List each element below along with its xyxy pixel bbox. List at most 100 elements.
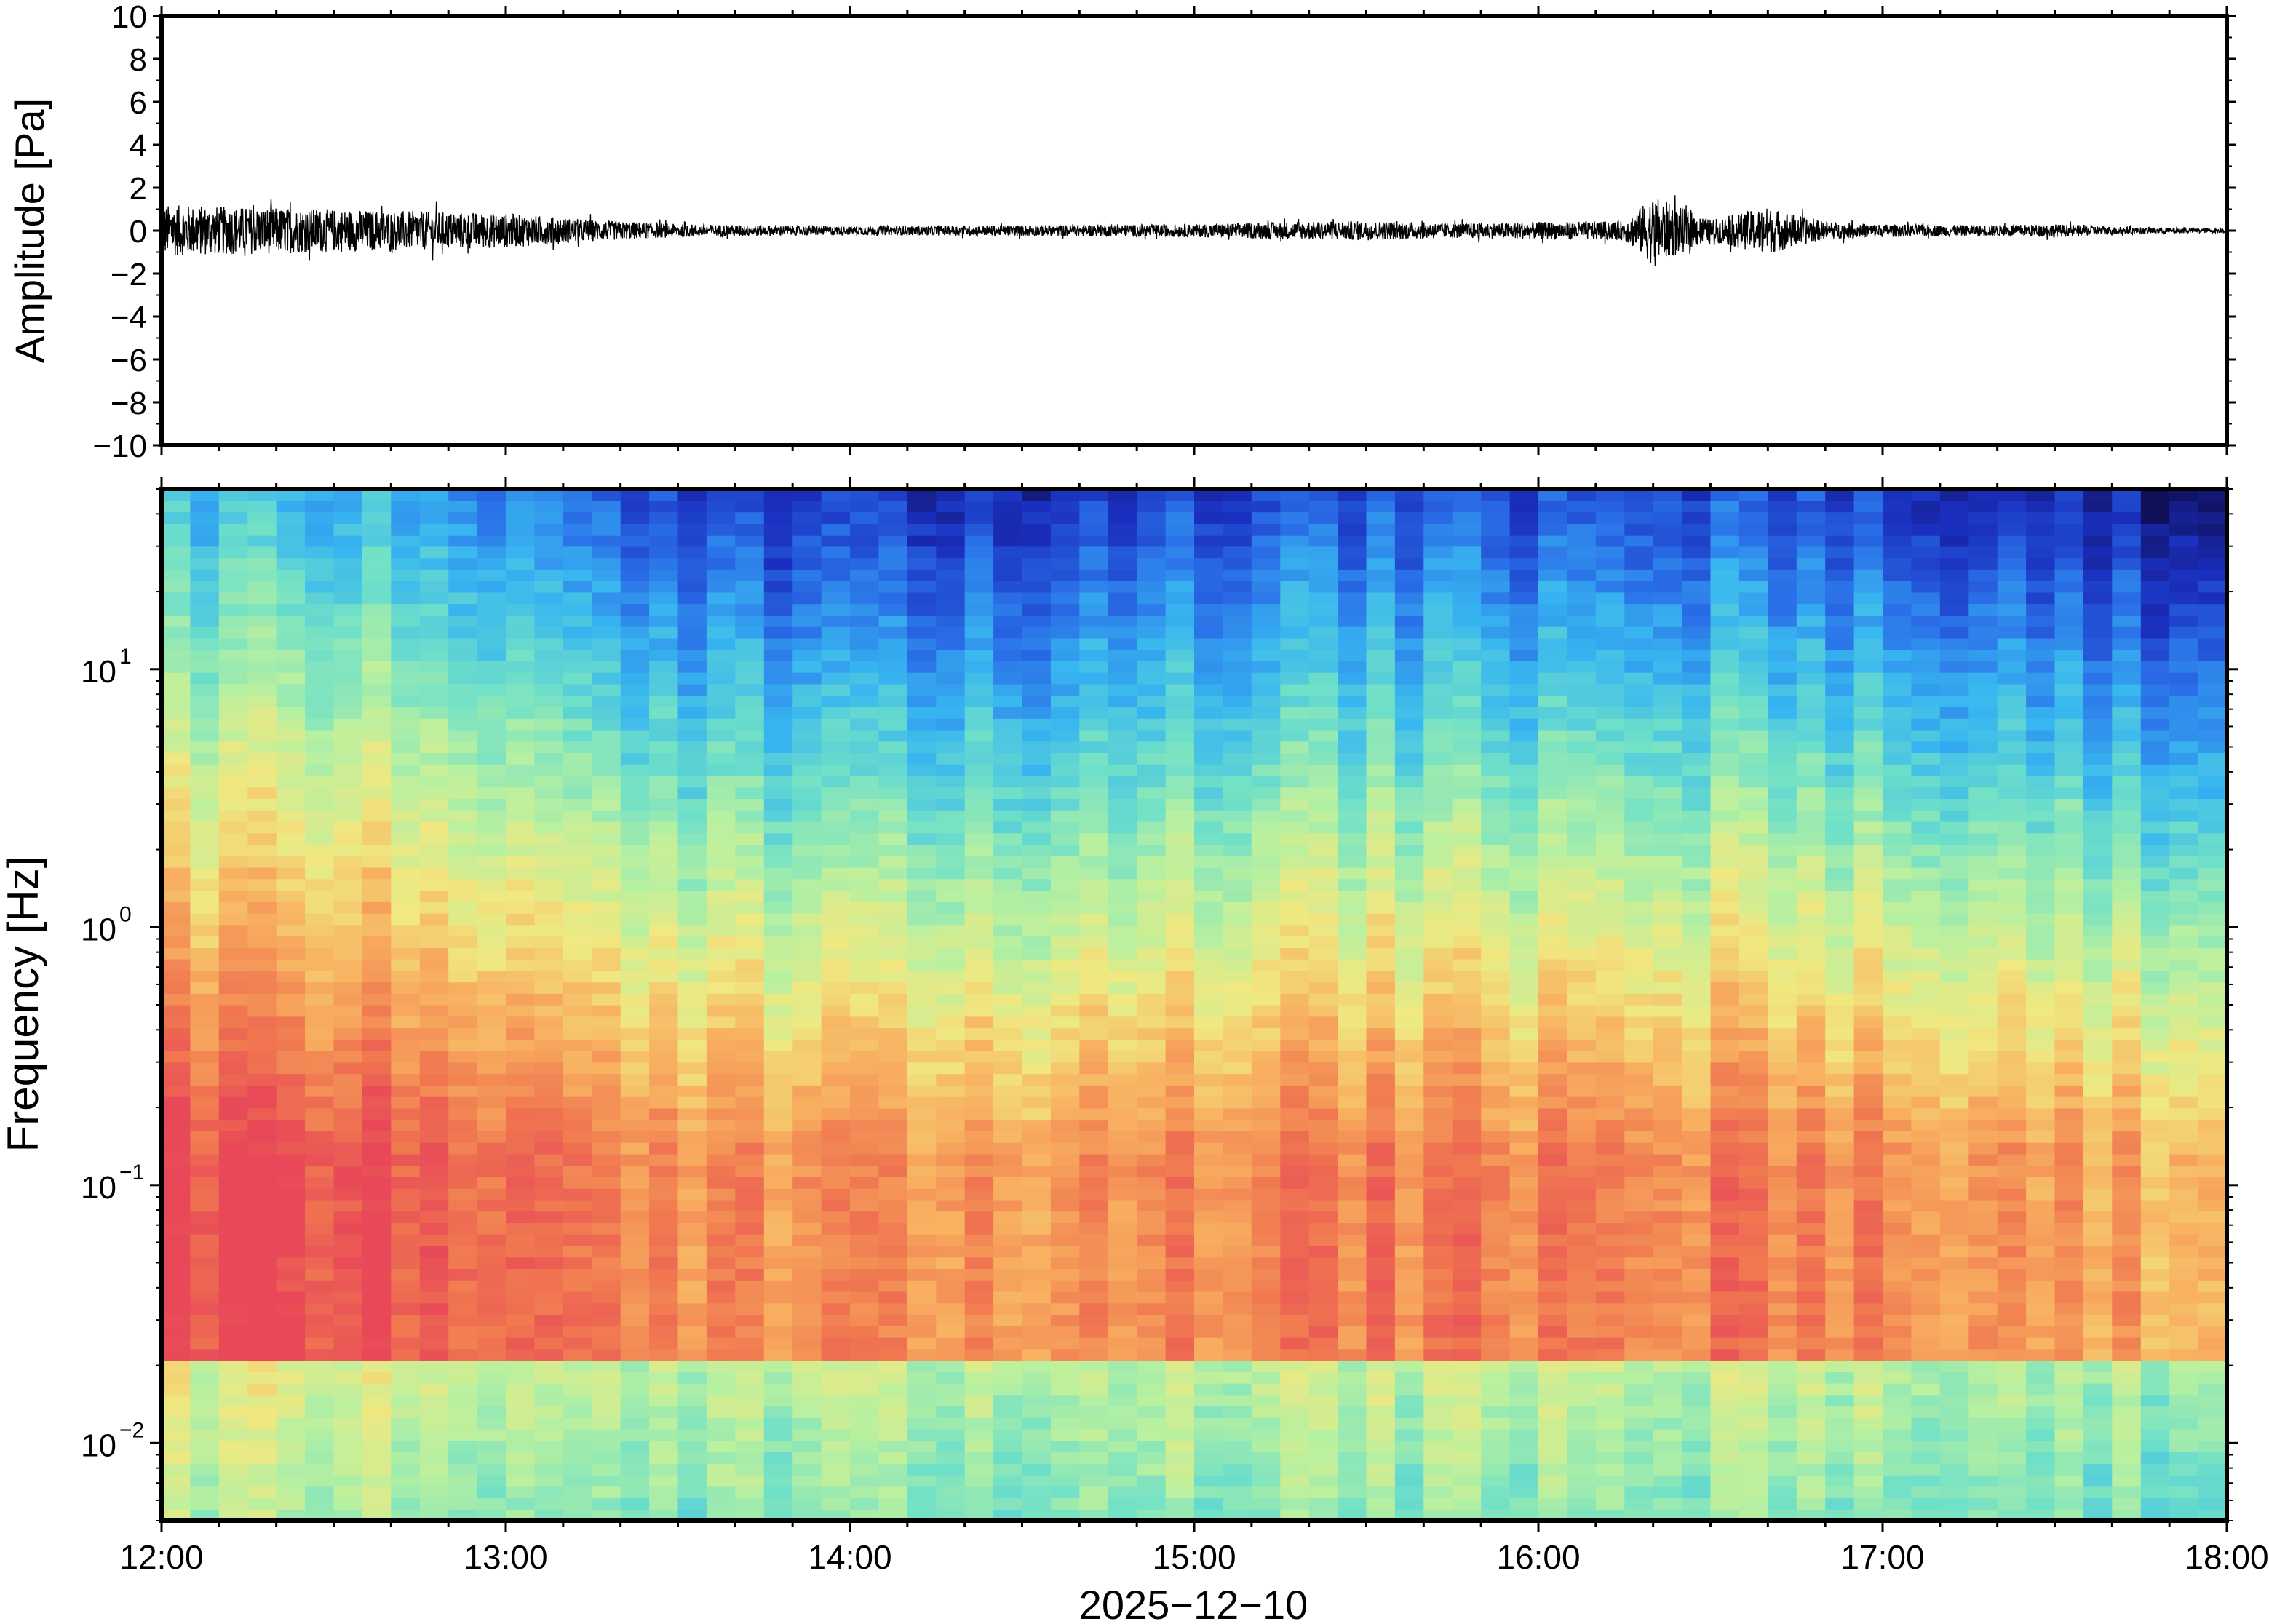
- spectrogram-cell: [247, 1005, 277, 1017]
- spectrogram-cell: [1366, 535, 1396, 547]
- spectrogram-cell: [620, 1027, 650, 1040]
- spectrogram-cell: [592, 1382, 621, 1396]
- spectrogram-cell: [1165, 1222, 1195, 1235]
- spectrogram-cell: [1223, 1177, 1252, 1189]
- spectrogram-cell: [1423, 1314, 1453, 1326]
- spectrogram-cell: [1481, 1073, 1511, 1086]
- spectrogram-cell: [534, 1360, 564, 1372]
- spectrogram-cell: [907, 1372, 937, 1384]
- spectrogram-cell: [677, 1268, 707, 1281]
- spectrogram-cell: [1022, 867, 1052, 880]
- spectrogram-cell: [1423, 1188, 1453, 1201]
- spectrogram-cell: [763, 787, 793, 799]
- spectrogram-cell: [1280, 1463, 1310, 1476]
- spectrogram-cell: [162, 821, 191, 834]
- spectrogram-cell: [649, 1417, 679, 1430]
- spectrogram-cell: [964, 1039, 994, 1051]
- spectrogram-cell: [1653, 1509, 1682, 1521]
- spectrogram-cell: [218, 626, 248, 639]
- spectrogram-cell: [649, 729, 679, 742]
- spectrogram-cell: [1481, 1280, 1511, 1292]
- spectrogram-cell: [190, 1039, 220, 1051]
- spectrogram-cell: [1538, 512, 1567, 524]
- spectrogram-cell: [333, 718, 363, 731]
- spectrogram-cell: [1567, 637, 1597, 650]
- spectrogram-cell: [391, 649, 421, 661]
- spectrogram-cell: [1653, 1199, 1682, 1212]
- spectrogram-cell: [190, 1062, 220, 1075]
- spectrogram-cell: [792, 1245, 822, 1258]
- spectrogram-cell: [1653, 718, 1682, 731]
- spectrogram-cell: [964, 1062, 994, 1075]
- spectrogram-cell: [247, 1051, 277, 1063]
- spectrogram-cell: [1050, 764, 1080, 776]
- spectrogram-cell: [218, 1131, 248, 1143]
- spectrogram-cell: [305, 1314, 335, 1326]
- spectrogram-cell: [218, 787, 248, 799]
- spectrogram-cell: [448, 1165, 478, 1177]
- spectrogram-cell: [821, 1326, 851, 1338]
- spectrogram-cell: [333, 787, 363, 799]
- spectrogram-cell: [1022, 637, 1052, 650]
- spectrogram-cell: [677, 821, 707, 834]
- spectrogram-cell: [305, 1177, 335, 1189]
- spectrogram-cell: [1079, 867, 1109, 880]
- spectrogram-cell: [821, 1016, 851, 1029]
- spectrogram-cell: [305, 512, 335, 524]
- spectrogram-cell: [247, 1406, 277, 1418]
- spectrogram-cell: [1338, 1257, 1367, 1269]
- spectrogram-cell: [592, 1096, 621, 1109]
- spectrogram-cell: [792, 581, 822, 593]
- spectrogram-cell: [1366, 523, 1396, 536]
- spectrogram-cell: [218, 947, 248, 960]
- spectrogram-cell: [162, 1051, 191, 1063]
- spectrogram-cell: [620, 1291, 650, 1304]
- spectrogram-cell: [1137, 546, 1167, 559]
- spectrogram-cell: [276, 1280, 306, 1292]
- spectrogram-cell: [1423, 695, 1453, 707]
- spectrogram-cell: [448, 1142, 478, 1155]
- spectrogram-cell: [735, 1463, 765, 1476]
- spectrogram-cell: [792, 1417, 822, 1430]
- spectrogram-cell: [1251, 500, 1281, 513]
- spectrogram-cell: [506, 1406, 535, 1418]
- spectrogram-cell: [850, 615, 879, 627]
- spectrogram-cell: [190, 1119, 220, 1131]
- spectrogram-cell: [1366, 1142, 1396, 1155]
- spectrogram-cell: [1452, 775, 1482, 788]
- spectrogram-cell: [1338, 856, 1367, 868]
- spectrogram-cell: [821, 1153, 851, 1166]
- spectrogram-cell: [1050, 844, 1080, 856]
- spectrogram-cell: [1308, 993, 1338, 1006]
- spectrogram-cell: [677, 512, 707, 524]
- spectrogram-cell: [1338, 1452, 1367, 1464]
- spectrogram-cell: [1223, 775, 1252, 788]
- spectrogram-cell: [218, 1314, 248, 1326]
- spectrogram-cell: [649, 1153, 679, 1166]
- spectrogram-cell: [706, 649, 736, 661]
- spectrogram-cell: [1022, 993, 1052, 1006]
- spectrogram-cell: [1022, 1417, 1052, 1430]
- spectrogram-cell: [1165, 592, 1195, 605]
- spectrogram-cell: [677, 718, 707, 731]
- spectrogram-cell: [190, 1452, 220, 1464]
- spectrogram-cell: [792, 718, 822, 731]
- spectrogram-cell: [362, 1486, 392, 1499]
- spectrogram-cell: [362, 683, 392, 696]
- spectrogram-cell: [1423, 718, 1453, 731]
- spectrogram-cell: [592, 1027, 621, 1040]
- spectrogram-cell: [1079, 489, 1109, 501]
- spectrogram-cell: [247, 924, 277, 937]
- spectrogram-cell: [592, 1440, 621, 1453]
- spectrogram-cell: [506, 993, 535, 1006]
- spectrogram-cell: [1538, 913, 1567, 926]
- spectrogram-cell: [964, 1131, 994, 1143]
- spectrogram-cell: [1165, 1486, 1195, 1499]
- spectrogram-cell: [1481, 924, 1511, 937]
- spectrogram-cell: [1022, 1222, 1052, 1235]
- spectrogram-cell: [1423, 1348, 1453, 1361]
- spectrogram-cell: [1338, 867, 1367, 880]
- spectrogram-cell: [333, 764, 363, 776]
- spectrogram-cell: [1137, 1417, 1167, 1430]
- spectrogram-cell: [333, 1245, 363, 1258]
